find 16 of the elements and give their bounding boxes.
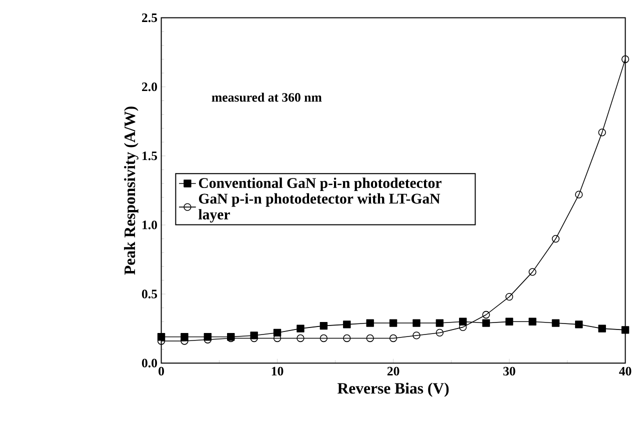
y-tick-label: 0.5 xyxy=(142,290,158,298)
y-tick-label: 1.0 xyxy=(142,220,158,230)
legend-label: Conventional GaN p-i-n photodetector xyxy=(198,177,442,191)
y-axis-title: Peak Responsivity (A/W) xyxy=(124,106,138,275)
x-tick-label: 10 xyxy=(272,366,284,376)
x-tick-label: 30 xyxy=(503,366,516,376)
y-tick-label: 2.0 xyxy=(142,82,158,92)
y-tick-label: 2.5 xyxy=(142,13,158,22)
y-tick-label: 0.0 xyxy=(142,358,158,368)
y-tick-label: 1.5 xyxy=(142,151,158,160)
annotation: measured at 360 nm xyxy=(212,92,322,102)
x-tick-label: 40 xyxy=(619,366,632,376)
x-tick-label: 20 xyxy=(387,366,400,376)
x-tick-label: 0 xyxy=(158,366,164,376)
legend-label: GaN p-i-n photodetector with LT-GaN layer xyxy=(198,193,440,222)
x-axis-title: Reverse Bias (V) xyxy=(337,382,449,397)
